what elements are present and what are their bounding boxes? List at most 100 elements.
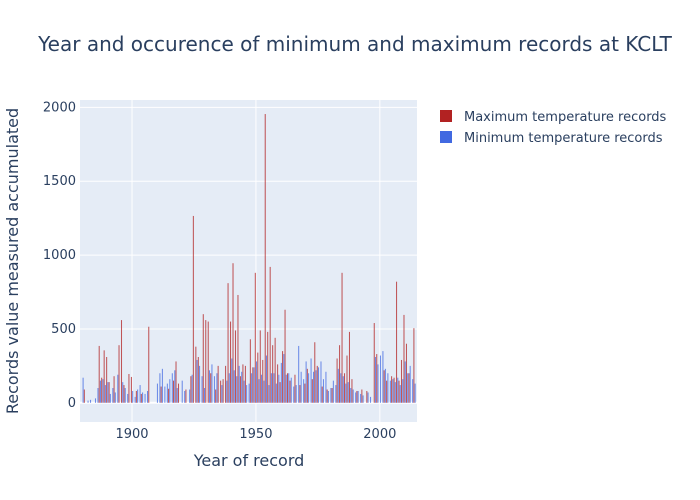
bar-max-record: [254, 272, 256, 403]
x-tick-label: 2000: [363, 427, 396, 442]
bar-min-record: [132, 390, 134, 403]
bar-max-record: [135, 390, 137, 403]
bar-max-record: [294, 374, 296, 403]
bar-min-record: [253, 367, 255, 403]
bar-max-record: [314, 342, 316, 403]
bar-max-record: [118, 345, 120, 403]
y-axis-label: Records value measured accumulated: [3, 108, 22, 414]
y-tick-label: 500: [51, 322, 76, 337]
bar-max-record: [341, 272, 343, 403]
series-min-bars: [82, 345, 416, 403]
bar-min-record: [248, 383, 250, 403]
bar-max-record: [128, 373, 130, 403]
bar-min-record: [109, 393, 111, 403]
bar-max-record: [376, 354, 378, 403]
bar-max-record: [195, 346, 197, 403]
bar-min-record: [191, 374, 193, 403]
bar-min-record: [144, 393, 146, 403]
bar-min-record: [236, 376, 238, 403]
bar-max-record: [148, 326, 150, 403]
bar-max-record: [207, 321, 209, 403]
bar-min-record: [370, 396, 372, 403]
bar-min-record: [402, 379, 404, 403]
bar-min-record: [303, 379, 305, 403]
bar-min-record: [265, 355, 267, 403]
bar-max-record: [252, 367, 254, 403]
bar-max-record: [220, 380, 222, 403]
bar-max-record: [274, 337, 276, 403]
bar-min-record: [392, 379, 394, 403]
bar-max-record: [227, 283, 229, 403]
bar-max-record: [336, 358, 338, 403]
bar-min-record: [310, 358, 312, 403]
bar-min-record: [340, 373, 342, 403]
x-axis-label: Year of record: [193, 451, 305, 470]
bar-min-record: [256, 361, 258, 403]
bar-max-record: [306, 368, 308, 403]
bar-min-record: [139, 385, 141, 403]
x-tick-label: 1900: [115, 427, 148, 442]
bar-max-record: [177, 383, 180, 403]
bar-min-record: [107, 382, 109, 403]
bar-min-record: [241, 371, 243, 403]
bar-min-record: [117, 374, 119, 403]
bar-min-record: [332, 380, 334, 403]
legend-label-max: Maximum temperature records: [464, 110, 667, 125]
bar-min-record: [181, 380, 183, 403]
bar-min-record: [169, 379, 171, 403]
bar-max-record: [398, 380, 400, 403]
bar-min-record: [211, 364, 213, 403]
bar-min-record: [142, 392, 144, 403]
bar-min-record: [122, 382, 124, 403]
bar-max-record: [331, 388, 333, 403]
bar-min-record: [412, 379, 414, 403]
bar-min-record: [330, 388, 332, 403]
bar-min-record: [97, 388, 99, 403]
legend[interactable]: Maximum temperature records Minimum temp…: [440, 110, 667, 146]
bar-min-record: [313, 371, 315, 403]
bar-min-record: [102, 379, 104, 403]
bar-min-record: [270, 373, 272, 403]
bar-max-record: [249, 339, 251, 403]
bar-min-record: [99, 380, 101, 403]
bar-min-record: [335, 385, 337, 403]
y-axis-ticks: 0 500 1000 1500 2000: [43, 100, 76, 410]
bar-min-record: [176, 388, 178, 403]
bar-min-record: [94, 398, 97, 403]
bar-min-record: [298, 345, 300, 403]
bar-max-record: [346, 355, 348, 403]
bar-min-record: [82, 377, 84, 403]
chart-title: Year and occurence of minimum and maximu…: [37, 32, 673, 56]
bar-min-record: [233, 370, 235, 403]
bar-min-record: [114, 392, 116, 403]
bar-min-record: [308, 373, 310, 403]
bar-max-record: [173, 380, 175, 403]
y-tick-label: 1000: [43, 248, 76, 263]
bar-max-record: [311, 379, 313, 403]
bar-max-record: [103, 350, 105, 403]
bar-min-record: [174, 370, 176, 403]
bar-max-record: [234, 330, 237, 403]
bar-min-record: [124, 388, 126, 403]
legend-item-min[interactable]: Minimum temperature records: [440, 131, 663, 146]
bar-min-record: [283, 354, 285, 403]
bar-min-record: [280, 362, 282, 403]
bar-min-record: [258, 379, 260, 403]
bar-max-record: [272, 345, 274, 403]
bar-max-record: [405, 343, 407, 403]
bar-min-record: [327, 390, 329, 403]
bar-max-record: [339, 345, 341, 403]
bar-min-record: [317, 367, 320, 403]
bar-min-record: [300, 371, 302, 403]
legend-item-max[interactable]: Maximum temperature records: [440, 110, 667, 125]
bar-max-record: [264, 114, 266, 403]
bar-min-record: [226, 380, 228, 403]
bar-min-record: [90, 399, 92, 403]
bar-max-record: [361, 389, 363, 403]
y-tick-label: 1500: [43, 174, 76, 189]
bar-min-record: [407, 373, 409, 403]
bar-min-record: [189, 389, 191, 403]
legend-label-min: Minimum temperature records: [464, 131, 663, 146]
bar-max-record: [230, 321, 232, 403]
